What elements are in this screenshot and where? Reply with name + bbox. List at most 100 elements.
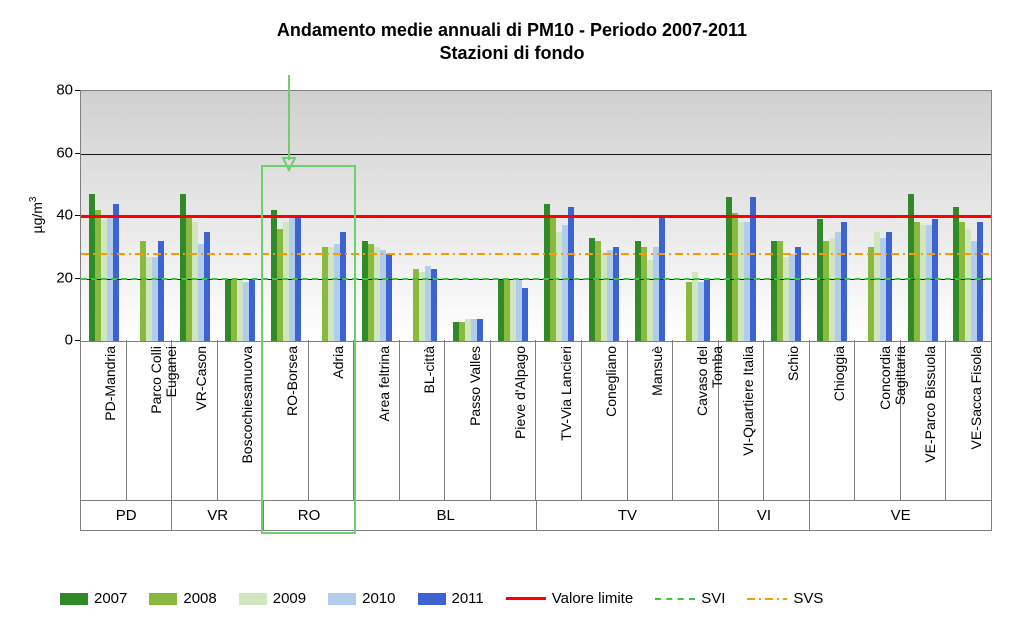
station-label: RO-Borsea xyxy=(285,346,300,496)
province-cell: VR xyxy=(172,500,263,530)
station-label-cell: Schio xyxy=(764,340,810,500)
legend-item: Valore limite xyxy=(506,590,633,607)
legend-item: 2009 xyxy=(239,590,306,607)
station-label-cell: Cavaso delTomba xyxy=(673,340,719,500)
y-tick-label: 0 xyxy=(48,332,73,349)
y-tick-label: 60 xyxy=(48,144,73,161)
legend: 2007 2008 2009 2010 2011 Valore limite SVI SVS xyxy=(60,590,990,607)
station-label: Schio xyxy=(786,346,801,496)
bar xyxy=(158,241,164,341)
legend-label: 2010 xyxy=(362,590,395,607)
y-tick-label: 80 xyxy=(48,82,73,99)
station-label-cell: VE-Parco Bissuola xyxy=(901,340,947,500)
reference-line-svs xyxy=(81,253,991,255)
bar xyxy=(613,247,619,341)
legend-label: 2011 xyxy=(452,590,484,607)
bar xyxy=(431,269,437,341)
station-label-cell: VE-Sacca Fisola xyxy=(946,340,991,500)
x-labels: PD-MandriaParco ColliEuganeiVR-CasonBosc… xyxy=(80,340,990,530)
chart-title: Andamento medie annuali di PM10 - Period… xyxy=(0,20,1024,64)
station-label: Chioggia xyxy=(832,346,847,496)
station-label: PD-Mandria xyxy=(103,346,118,496)
y-tick-label: 20 xyxy=(48,269,73,286)
legend-label: 2009 xyxy=(273,590,306,607)
bar xyxy=(886,232,892,341)
province-row: PDVRROBLTVVIVE xyxy=(80,500,992,531)
y-tick-mark xyxy=(75,215,80,216)
station-label: Boscochiesanuova xyxy=(240,346,255,496)
y-tick-mark xyxy=(75,90,80,91)
station-label: TV-Via Lancieri xyxy=(559,346,574,496)
station-label-cell: Pieve d'Alpago xyxy=(491,340,537,500)
legend-swatch xyxy=(328,593,356,605)
legend-item: 2007 xyxy=(60,590,127,607)
province-cell: TV xyxy=(537,500,719,530)
province-cell: RO xyxy=(264,500,355,530)
station-label: Area feltrina xyxy=(377,346,392,496)
province-cell: VE xyxy=(810,500,991,530)
bar xyxy=(704,279,710,342)
legend-swatch xyxy=(149,593,177,605)
bar xyxy=(340,232,346,341)
legend-label: 2008 xyxy=(183,590,216,607)
chart-container: { "title_line1": "Andamento medie annual… xyxy=(0,0,1024,625)
grid-line xyxy=(81,154,991,155)
station-label-cell: Mansuè xyxy=(628,340,674,500)
y-tick-mark xyxy=(75,278,80,279)
highlight-arrow-icon xyxy=(279,75,299,175)
station-label-cell: VR-Cason xyxy=(172,340,218,500)
plot-area xyxy=(80,90,992,342)
bar xyxy=(386,254,392,342)
y-axis-label: µg/m3 xyxy=(28,197,45,234)
legend-line-swatch xyxy=(747,598,787,600)
station-label-cell: RO-Borsea xyxy=(263,340,309,500)
legend-label: SVS xyxy=(793,590,823,607)
station-label-cell: Chioggia xyxy=(810,340,856,500)
bar xyxy=(795,247,801,341)
legend-label: 2007 xyxy=(94,590,127,607)
legend-line-swatch xyxy=(506,597,546,600)
station-label: Passo Valles xyxy=(468,346,483,496)
legend-item: 2010 xyxy=(328,590,395,607)
legend-line-swatch xyxy=(655,598,695,600)
bar xyxy=(977,222,983,341)
legend-item: SVS xyxy=(747,590,823,607)
bar xyxy=(568,207,574,341)
chart-stage: µg/m3 020406080 PD-MandriaParco ColliEug… xyxy=(60,90,990,530)
title-line1: Andamento medie annuali di PM10 - Period… xyxy=(277,20,747,40)
station-labels-row: PD-MandriaParco ColliEuganeiVR-CasonBosc… xyxy=(80,340,992,501)
station-label-cell: BL-città xyxy=(400,340,446,500)
bar xyxy=(932,219,938,341)
bar xyxy=(249,279,255,342)
bar xyxy=(477,319,483,341)
y-tick-mark xyxy=(75,153,80,154)
station-label-cell: ConcordiaSagittaria xyxy=(855,340,901,500)
station-label: Pieve d'Alpago xyxy=(513,346,528,496)
province-cell: VI xyxy=(719,500,810,530)
station-label-cell: Area feltrina xyxy=(354,340,400,500)
station-label-cell: PD-Mandria xyxy=(81,340,127,500)
bar xyxy=(750,197,756,341)
province-cell: PD xyxy=(81,500,172,530)
legend-swatch xyxy=(418,593,446,605)
bar xyxy=(204,232,210,341)
station-label-cell: Conegliano xyxy=(582,340,628,500)
legend-label: SVI xyxy=(701,590,725,607)
station-label-cell: Passo Valles xyxy=(445,340,491,500)
station-label: VE-Parco Bissuola xyxy=(923,346,938,496)
legend-swatch xyxy=(60,593,88,605)
legend-item: 2011 xyxy=(418,590,484,607)
province-cell: BL xyxy=(355,500,537,530)
bar xyxy=(522,288,528,341)
station-label: VI-Quartiere Italia xyxy=(741,346,756,496)
station-label-cell: Boscochiesanuova xyxy=(218,340,264,500)
legend-item: 2008 xyxy=(149,590,216,607)
station-label: Conegliano xyxy=(604,346,619,496)
bar xyxy=(113,204,119,342)
station-label: VR-Cason xyxy=(194,346,209,496)
station-label-cell: VI-Quartiere Italia xyxy=(719,340,765,500)
station-label: Mansuè xyxy=(650,346,665,496)
bar xyxy=(841,222,847,341)
reference-line-svi xyxy=(81,278,991,280)
legend-swatch xyxy=(239,593,267,605)
